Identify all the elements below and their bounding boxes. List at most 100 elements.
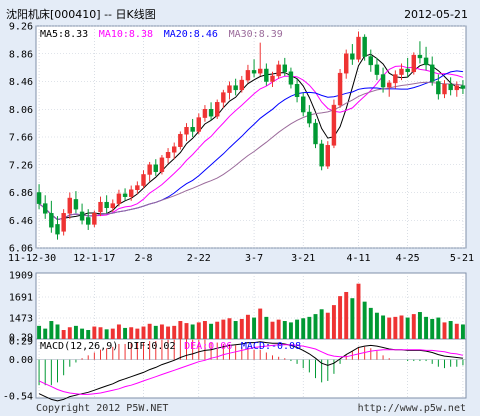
candle — [257, 42, 263, 76]
volume-bar — [387, 317, 392, 339]
macd-legend-entry: MACD:-0.08 — [241, 341, 301, 352]
candle — [251, 59, 257, 78]
volume-bar — [295, 319, 300, 339]
macd-legend: MACD(12,26,9) DIF:0.02 DEA:0.06 MACD:-0.08 — [40, 341, 301, 352]
candle-body — [362, 36, 367, 57]
volume-bar — [110, 328, 115, 339]
candle-body — [116, 193, 122, 204]
chart-date: 2012-05-21 — [404, 8, 468, 21]
candle — [393, 70, 398, 89]
stock-title: 沈阳机床[000410] -- 日K线图 — [6, 7, 156, 21]
volume-bar — [43, 328, 48, 339]
volume-bar — [184, 323, 189, 339]
candle — [294, 78, 300, 103]
candle — [460, 80, 466, 94]
volume-bar — [245, 314, 250, 339]
candle-body — [399, 68, 404, 75]
volume-bar — [190, 324, 195, 339]
candle-body — [165, 152, 171, 159]
date-tick-label: 2-8 — [134, 253, 152, 264]
candle-body — [104, 201, 109, 209]
date-axis-labels: 11-12-30 12-1-17 2-8 2-22 3-7 3-21 4-11 4-25 5-2… — [8, 253, 474, 264]
candle — [116, 189, 122, 207]
candle — [436, 74, 441, 100]
volume-bar — [350, 298, 355, 339]
candle-body — [411, 54, 417, 73]
volume-bar — [313, 314, 318, 339]
candle — [423, 46, 429, 71]
volume-bar — [442, 322, 447, 339]
volume-bar — [73, 325, 78, 339]
volume-bars — [37, 283, 465, 339]
date-tick-label: 3-7 — [245, 253, 263, 264]
candle — [386, 80, 392, 97]
candle-body — [294, 84, 300, 98]
volume-bar — [405, 317, 410, 339]
candle — [171, 142, 177, 160]
volume-bar — [159, 324, 164, 339]
volume-bar — [227, 318, 232, 339]
candle — [288, 67, 294, 89]
macd-panel — [35, 338, 467, 399]
volume-bar — [135, 328, 140, 339]
volume-bar — [153, 325, 158, 339]
candle — [343, 49, 349, 79]
candle — [442, 80, 447, 99]
volume-bar — [270, 321, 275, 339]
candle — [270, 71, 275, 88]
volume-bar — [307, 316, 312, 339]
candle-body — [380, 74, 386, 88]
candle — [128, 185, 134, 201]
volume-bar — [331, 305, 336, 339]
candle-body — [147, 164, 152, 175]
candle-body — [239, 79, 245, 91]
candle — [184, 123, 189, 142]
macd-tick-label: -0.54 — [3, 392, 33, 403]
candle-body — [135, 185, 140, 190]
price-tick-label: 6.46 — [9, 216, 33, 227]
candle-body — [436, 81, 441, 95]
candle-body — [214, 102, 220, 117]
volume-bar — [362, 301, 367, 339]
ma-legend-entry: MA5:8.33 — [40, 29, 88, 40]
volume-bar — [417, 312, 422, 339]
candle-body — [55, 224, 60, 235]
candle — [110, 199, 116, 212]
volume-bar — [141, 326, 146, 339]
candle-body — [307, 111, 312, 124]
volume-bar — [221, 319, 226, 339]
candle — [92, 210, 97, 228]
macd-axis-labels: 0.29 0.00 -0.54 — [3, 337, 33, 403]
candle — [67, 192, 73, 219]
ma-legend-entry: MA30:8.39 — [229, 29, 283, 40]
candle-body — [178, 133, 183, 147]
ma-legend: MA5:8.33 MA10:8.38 MA20:8.46 MA30:8.39 — [40, 29, 283, 40]
candle-body — [190, 127, 195, 132]
candle — [368, 49, 374, 72]
candle-body — [276, 64, 281, 77]
candle-body — [257, 68, 263, 74]
candle-body — [227, 85, 232, 93]
candle-body — [98, 201, 103, 213]
volume-bar — [356, 283, 361, 339]
macd-tick-label: 0.00 — [9, 355, 33, 366]
candle — [454, 81, 460, 97]
volume-bar — [411, 314, 416, 339]
candle-body — [319, 143, 324, 167]
volume-bar — [116, 324, 121, 339]
volume-bar — [258, 308, 263, 339]
volume-bar — [123, 327, 128, 339]
candle — [356, 31, 361, 63]
volume-bar — [276, 319, 281, 339]
candle — [159, 155, 165, 175]
candle-body — [393, 74, 398, 84]
candle — [374, 57, 380, 81]
candle-body — [128, 189, 134, 197]
ma-legend-entry: MA20:8.46 — [164, 29, 218, 40]
volume-bar — [86, 330, 91, 339]
candle-body — [67, 197, 73, 214]
dea-line — [38, 344, 464, 395]
date-tick-label: 11-12-30 — [8, 253, 56, 264]
candle — [178, 131, 183, 150]
